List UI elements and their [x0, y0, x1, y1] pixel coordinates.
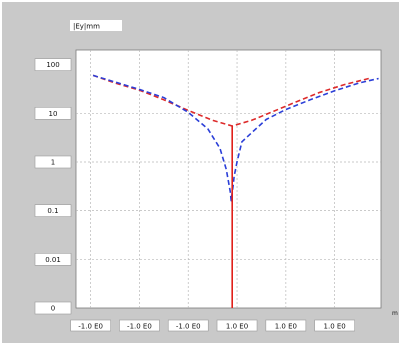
y-tick-box: [34, 58, 72, 71]
x-axis-unit: m: [392, 310, 398, 317]
x-tick-box: [70, 319, 111, 332]
x-tick-label: -1.0 E0: [78, 323, 103, 331]
x-tick-box: [265, 319, 307, 332]
x-tick-label: -1.0 E0: [176, 323, 201, 331]
y-tick-box: [34, 204, 72, 217]
y-tick-label: 10: [49, 110, 58, 118]
y-axis-label-box: [70, 20, 122, 31]
y-tick-box: [34, 107, 72, 120]
plot-area: [75, 49, 382, 309]
grid: [76, 50, 381, 308]
y-tick-box: [34, 155, 72, 169]
y-axis: 100 10 1 0.1 0.01 0: [34, 58, 72, 315]
x-tick-box: [119, 319, 160, 332]
y-tick-box: [34, 253, 72, 266]
x-tick-box: [314, 319, 355, 332]
x-tick-box: [216, 319, 258, 332]
y-tick-label: 0.1: [47, 207, 58, 215]
x-tick-box: [167, 319, 209, 332]
y-tick-box: [34, 301, 72, 315]
y-tick-label: 100: [46, 61, 59, 69]
y-tick-label: 0: [51, 305, 55, 313]
y-tick-label: 0.01: [45, 256, 61, 264]
x-tick-label: 1.0 E0: [226, 323, 248, 331]
series-group: [92, 74, 379, 308]
x-tick-label: 1.0 E0: [275, 323, 297, 331]
x-tick-label: -1.0 E0: [127, 323, 152, 331]
x-axis: -1.0 E0 -1.0 E0 -1.0 E0 1.0 E0 1.0 E0 1.0 E0: [70, 319, 355, 332]
y-axis-label: |Ey|mm: [73, 23, 100, 31]
x-tick-label: 1.0 E0: [324, 323, 346, 331]
y-tick-label: 1: [51, 158, 55, 166]
